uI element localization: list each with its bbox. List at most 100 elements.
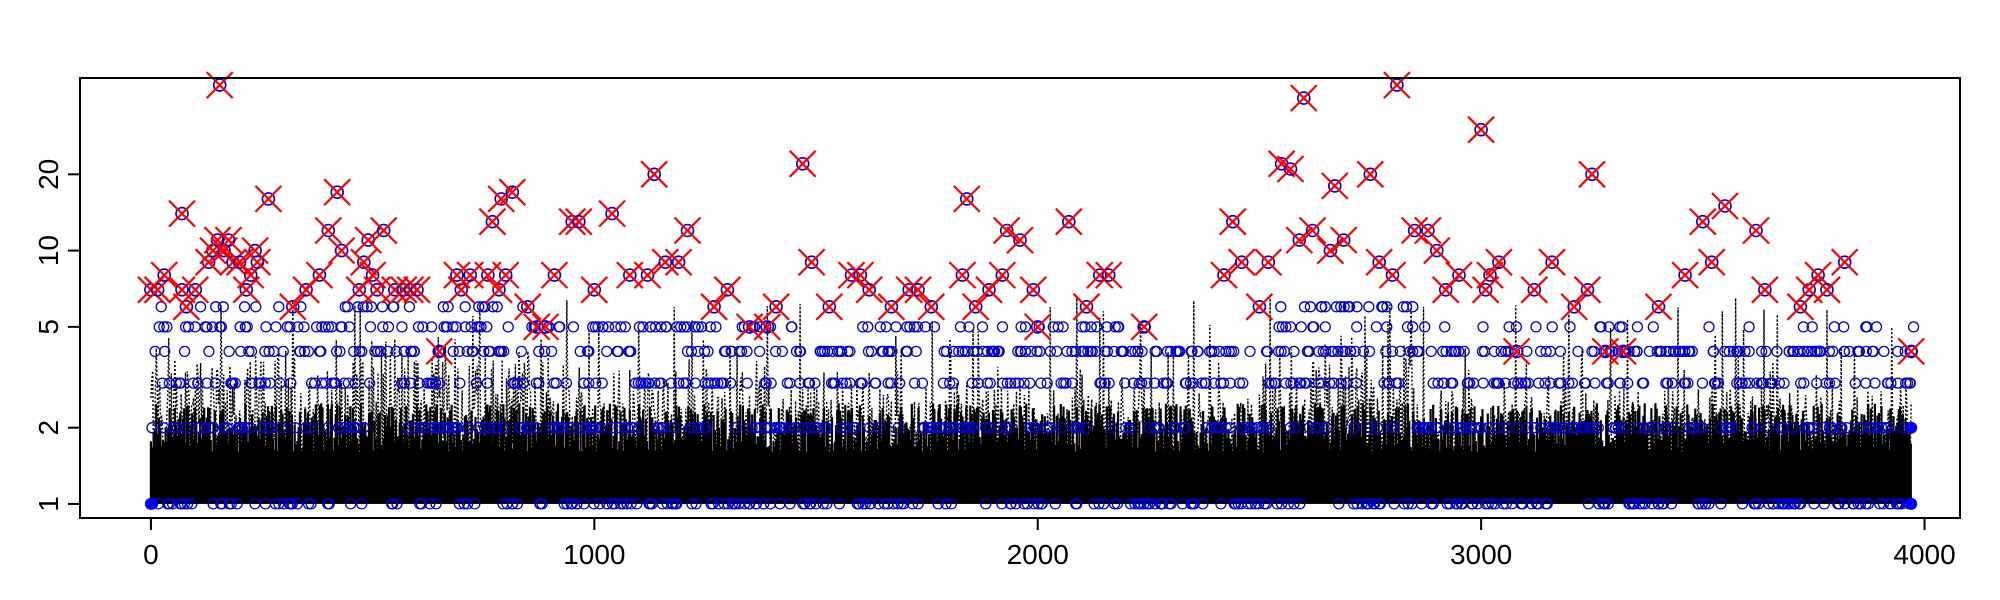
open-circle-point	[1762, 422, 1774, 434]
open-circle-point	[619, 321, 631, 333]
open-circle-point	[1589, 377, 1601, 389]
open-circle-point	[1453, 345, 1465, 358]
open-circle-point	[402, 422, 414, 434]
open-circle-point	[1719, 345, 1731, 358]
open-circle-point	[1848, 498, 1860, 510]
open-circle-point	[1736, 498, 1749, 510]
highlight-circle-point	[1062, 214, 1076, 229]
open-circle-point	[1862, 498, 1874, 510]
highlight-circle-point	[1421, 223, 1435, 238]
open-circle-point	[1003, 422, 1015, 434]
highlight-circle-point	[1749, 223, 1763, 238]
cross-marker-stroke	[1804, 261, 1832, 289]
open-circle-point	[416, 422, 429, 434]
highlight-circle-point	[1758, 282, 1772, 297]
open-circle-point	[350, 422, 362, 434]
open-circle-point	[153, 321, 165, 333]
open-circle-point	[260, 321, 272, 333]
open-circle-point	[781, 377, 794, 389]
open-circle-point	[1095, 377, 1107, 389]
cross-marker-stroke	[1813, 276, 1841, 304]
cross-marker-stroke	[1689, 207, 1717, 236]
open-circle-point	[396, 321, 408, 333]
open-circle-point	[1877, 498, 1890, 510]
highlight-circle-point	[1651, 299, 1666, 314]
open-circle-point	[1350, 377, 1362, 389]
open-circle-point	[550, 377, 562, 389]
highlight-circle-point	[1372, 255, 1386, 270]
open-circle-point	[1748, 422, 1760, 434]
cross-marker-stroke	[673, 216, 702, 245]
open-circle-point	[189, 321, 201, 333]
open-circle-point	[1348, 498, 1360, 510]
open-circle-point	[1316, 301, 1328, 313]
open-circle-point	[332, 422, 345, 434]
open-circle-point	[677, 377, 690, 389]
highlight-circle-point	[571, 214, 586, 229]
open-circle-point	[689, 321, 701, 333]
open-circle-point	[1703, 498, 1715, 510]
open-circle-point	[533, 377, 545, 389]
open-circle-point	[1407, 321, 1419, 333]
open-circle-point	[419, 422, 432, 434]
open-circle-point	[1707, 345, 1719, 358]
open-circle-point	[1099, 377, 1111, 389]
highlight-circle-point	[312, 268, 327, 282]
highlight-circle-point	[547, 268, 562, 282]
open-circle-point	[637, 321, 649, 333]
open-circle-point	[1554, 345, 1567, 358]
open-circle-point	[1838, 345, 1850, 358]
cross-marker-stroke	[314, 216, 343, 245]
open-circle-point	[1683, 345, 1695, 358]
open-circle-point	[1055, 422, 1067, 434]
cross-marker-stroke	[354, 226, 382, 254]
open-circle-point	[1215, 498, 1227, 510]
cross-marker-stroke	[895, 276, 923, 304]
open-circle-point	[821, 498, 833, 510]
highlight-circle-point	[175, 282, 189, 297]
open-circle-point	[1876, 422, 1888, 434]
open-circle-point	[1820, 377, 1832, 389]
open-circle-point	[1533, 377, 1545, 389]
y-tick-label: 5	[33, 319, 64, 335]
highlight-circle-point	[1026, 282, 1041, 297]
open-circle-point	[1622, 377, 1634, 389]
open-circle-point	[972, 377, 984, 389]
open-circle-point	[1111, 498, 1123, 510]
open-circle-point	[1572, 345, 1584, 358]
highlight-circle-point	[1385, 268, 1400, 282]
open-circle-point	[342, 377, 355, 389]
highlight-circle-point	[1363, 167, 1378, 182]
open-circle-point	[1152, 422, 1164, 434]
open-circle-point	[206, 321, 218, 333]
open-circle-point	[345, 498, 357, 510]
open-circle-point	[940, 345, 953, 358]
open-circle-point	[1477, 321, 1489, 333]
open-circle-point	[1598, 498, 1610, 510]
open-circle-point	[1402, 498, 1414, 510]
open-circle-point	[880, 321, 892, 333]
open-circle-point	[1024, 422, 1036, 434]
open-circle-point	[265, 422, 277, 434]
open-circle-point	[698, 345, 711, 358]
open-circle-point	[1041, 422, 1053, 434]
open-circle-point	[1404, 345, 1416, 358]
cross-marker-stroke	[305, 261, 334, 289]
open-circle-point	[231, 498, 243, 510]
open-circle-point	[1148, 422, 1161, 434]
open-circle-point	[1407, 345, 1419, 358]
open-circle-point	[1378, 377, 1390, 389]
open-circle-point	[637, 377, 649, 389]
open-circle-point	[263, 345, 275, 358]
cross-marker-stroke	[369, 216, 398, 245]
open-circle-point	[201, 321, 213, 333]
cross-marker-stroke	[598, 199, 626, 228]
x-tick-label: 0	[143, 539, 159, 570]
cross-marker-stroke	[1267, 150, 1296, 178]
highlight-circle-point	[1793, 299, 1808, 314]
highlight-circle-point	[671, 255, 686, 270]
open-circle-point	[508, 377, 521, 389]
open-circle-point	[525, 422, 537, 434]
highlight-circle-point	[370, 282, 384, 297]
open-circle-point	[746, 422, 758, 434]
